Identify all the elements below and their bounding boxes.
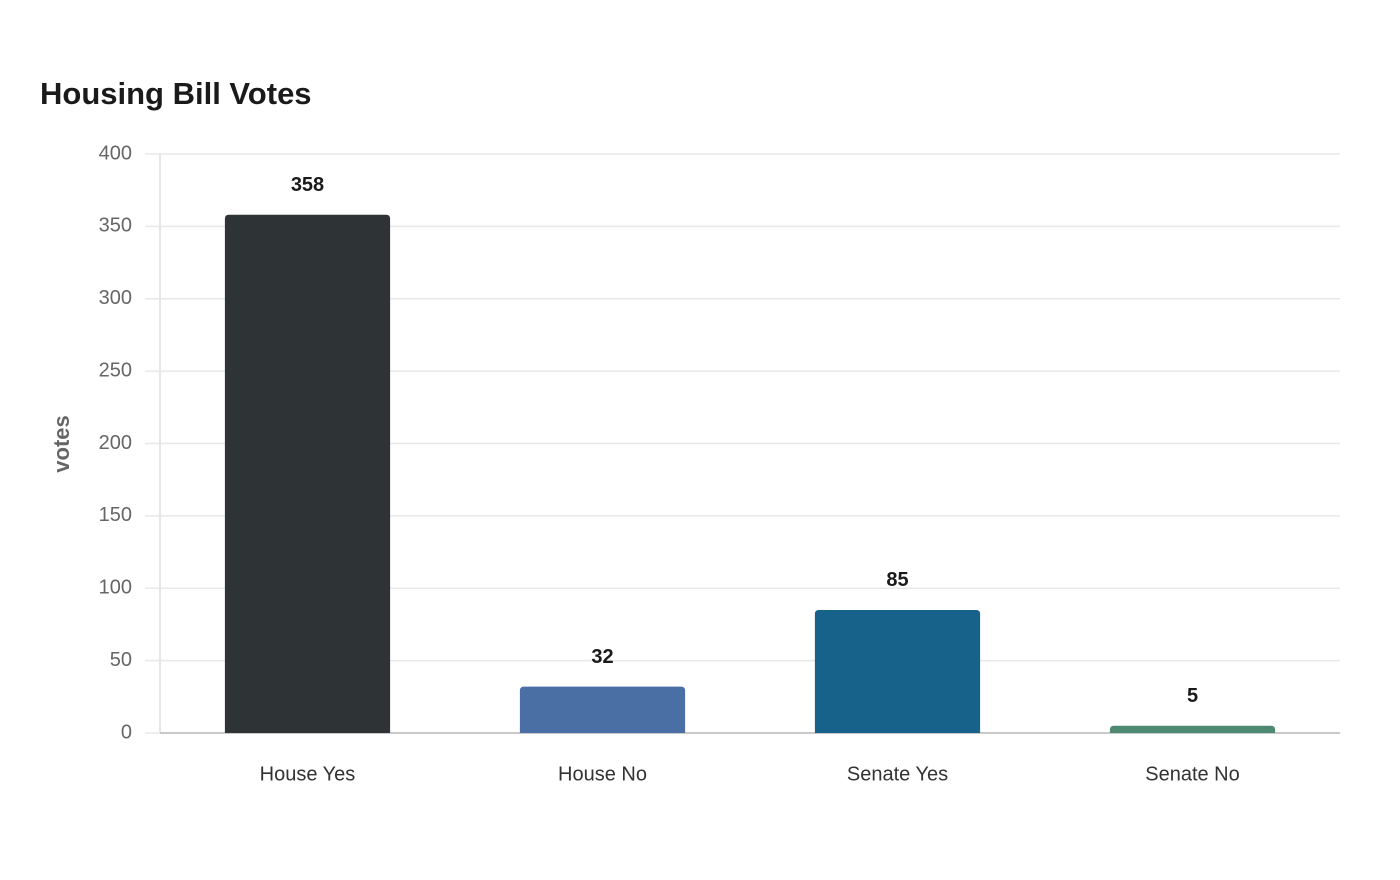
y-tick-label: 200 <box>99 432 132 454</box>
y-tick-label: 0 <box>121 721 132 743</box>
bar <box>519 686 686 733</box>
y-tick-label: 350 <box>99 215 132 237</box>
value-label: 358 <box>291 174 324 196</box>
x-tick-label: House No <box>558 763 647 785</box>
y-tick-label: 300 <box>99 287 132 309</box>
x-tick-label: House Yes <box>260 763 356 785</box>
x-tick-label: Senate Yes <box>847 763 948 785</box>
value-label: 5 <box>1187 685 1198 707</box>
x-tick-label: Senate No <box>1145 763 1240 785</box>
bar <box>224 214 391 734</box>
y-axis-label: votes <box>49 415 74 472</box>
bar <box>814 609 981 733</box>
y-tick-label: 50 <box>110 649 132 671</box>
y-tick-label: 100 <box>99 577 132 599</box>
y-tick-label: 250 <box>99 359 132 381</box>
bar <box>1109 725 1276 733</box>
value-label: 85 <box>886 569 908 591</box>
chart-title: Housing Bill Votes <box>40 76 312 111</box>
y-tick-label: 400 <box>99 142 132 164</box>
y-tick-label: 150 <box>99 504 132 526</box>
value-label: 32 <box>591 646 613 668</box>
